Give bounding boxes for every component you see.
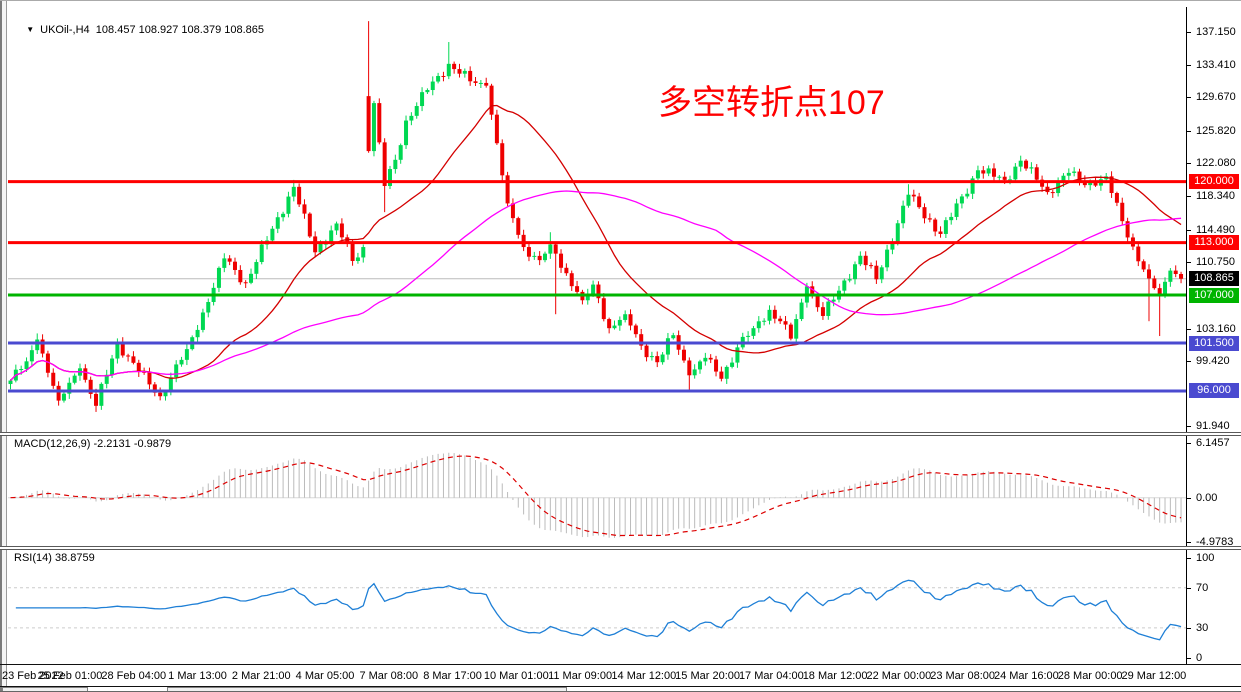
symbol-header: ▼ UKOil-,H4 108.457 108.927 108.379 108.8…	[14, 12, 264, 48]
price-tick-label: 122.080	[1196, 157, 1236, 170]
price-tick-label: 114.490	[1196, 223, 1235, 236]
price-tick	[1186, 196, 1191, 198]
time-axis-label: 29 Mar 12:00	[1121, 670, 1187, 682]
time-axis-label: 23 Feb 2022	[2, 670, 64, 682]
price-tick	[1186, 163, 1191, 165]
macd-label: MACD(12,26,9) -2.2131 -0.9879	[14, 438, 172, 450]
price-tick-label: 137.150	[1196, 26, 1236, 38]
time-axis-label: 22 Mar 00:00	[866, 670, 932, 682]
symbol-dropdown-icon[interactable]: ▼	[26, 25, 35, 34]
ohlc-values: 108.457 108.927 108.379 108.865	[95, 24, 265, 36]
time-axis-label: 7 Mar 08:00	[359, 670, 419, 682]
time-axis-label: 25 Feb 01:00	[37, 670, 103, 682]
time-axis-label: 28 Mar 00:00	[1057, 670, 1123, 682]
price-tick-label: 118.340	[1196, 190, 1235, 203]
time-axis-label: 10 Mar 01:00	[483, 670, 549, 682]
time-axis-label: 8 Mar 17:00	[423, 670, 482, 682]
window-left-frame	[0, 1, 7, 691]
rsi-tick-label: 0	[1196, 652, 1203, 664]
macd-tick	[1186, 497, 1191, 499]
price-level-badge: 96.000	[1189, 383, 1239, 399]
price-tick-label: 91.940	[1196, 420, 1230, 433]
price-tick	[1186, 262, 1191, 264]
time-axis-label: 14 Mar 12:00	[611, 670, 677, 682]
price-level-badge: 101.500	[1189, 335, 1239, 351]
price-axis-line	[1186, 7, 1187, 664]
rsi-tick	[1186, 557, 1191, 559]
chart-tab[interactable]	[167, 687, 567, 691]
time-axis-label: 15 Mar 20:00	[675, 670, 740, 682]
rsi-tick	[1186, 627, 1191, 629]
time-axis-line	[0, 664, 1241, 665]
price-tick	[1186, 130, 1191, 132]
time-axis-label: 28 Feb 04:00	[101, 670, 167, 682]
price-level-badge: 113.000	[1189, 235, 1239, 251]
time-axis-label: 24 Mar 16:00	[993, 670, 1059, 682]
price-level-badge: 107.000	[1189, 287, 1239, 303]
time-axis-label: 2 Mar 21:00	[231, 670, 291, 682]
price-tick	[1186, 64, 1191, 66]
rsi-tick	[1186, 658, 1191, 659]
current-price-badge: 108.865	[1189, 271, 1239, 287]
time-axis-label: 4 Mar 05:00	[295, 670, 355, 682]
time-axis-label: 11 Mar 09:00	[548, 670, 613, 682]
price-tick-label: 110.750	[1196, 256, 1235, 269]
price-tick-label: 103.160	[1196, 322, 1236, 335]
price-tick	[1186, 97, 1191, 99]
price-tick-label: 129.670	[1196, 91, 1236, 104]
macd-tick	[1186, 542, 1191, 544]
time-axis-label: 1 Mar 13:00	[168, 670, 227, 682]
symbol-timeframe-label: UKOil-,H4	[40, 24, 90, 36]
price-tick	[1186, 328, 1191, 330]
macd-tick-label: 6.1457	[1196, 436, 1230, 449]
rsi-label: RSI(14) 38.8759	[14, 552, 95, 564]
time-axis-label: 17 Mar 04:00	[738, 670, 804, 682]
price-level-badge: 120.000	[1189, 174, 1239, 190]
chart-tab[interactable]	[2, 687, 88, 691]
rsi-tick-label: 70	[1196, 581, 1209, 594]
macd-tick-label: 0.00	[1196, 491, 1218, 504]
price-tick	[1186, 361, 1191, 363]
rsi-tick-label: 30	[1196, 621, 1209, 634]
bottom-divider-line	[0, 686, 1241, 687]
macd-tick-label: -4.9783	[1196, 536, 1234, 549]
time-axis-label: 18 Mar 12:00	[802, 670, 868, 682]
panel-separator-main-macd[interactable]	[0, 432, 1241, 436]
price-tick	[1186, 32, 1191, 33]
price-tick-label: 125.820	[1196, 124, 1236, 137]
price-tick	[1186, 426, 1191, 428]
price-tick-label: 133.410	[1196, 58, 1236, 71]
rsi-tick	[1186, 587, 1191, 589]
annotation-text: 多空转折点107	[658, 84, 885, 122]
price-tick	[1186, 229, 1191, 231]
price-tick-label: 99.420	[1196, 355, 1230, 368]
macd-tick	[1186, 442, 1191, 444]
time-axis-label: 23 Mar 08:00	[930, 670, 996, 682]
rsi-tick-label: 100	[1196, 551, 1215, 564]
panel-separator-macd-rsi[interactable]	[0, 546, 1241, 550]
